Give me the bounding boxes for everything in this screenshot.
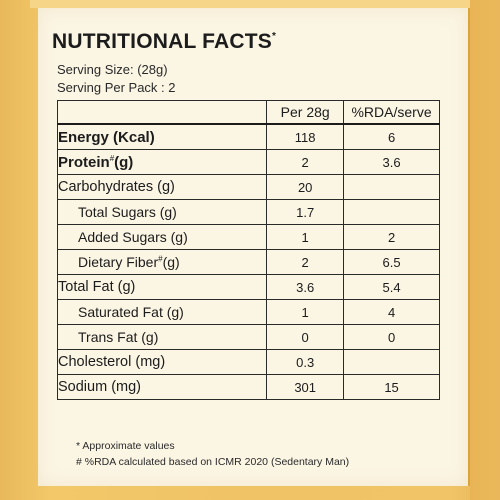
rda-added-sugars: 2: [343, 224, 440, 250]
header-rda: %RDA/serve: [343, 100, 440, 125]
table-row: Added Sugars (g) 1 2: [56, 224, 440, 250]
rda-carbohydrates: [343, 174, 440, 200]
nutrient-dietary-fiber: Dietary Fiber#(g): [56, 249, 268, 275]
header-per-serving: Per 28g: [266, 100, 345, 125]
protein-hash-mark: #: [109, 153, 115, 163]
table-row: Protein#(g) 2 3.6: [56, 149, 440, 175]
table-header-row: Per 28g %RDA/serve: [56, 100, 440, 125]
nutrition-table: Per 28g %RDA/serve Energy (Kcal) 118 6 P…: [56, 100, 440, 400]
rda-energy: 6: [343, 123, 440, 150]
nutrient-saturated-fat: Saturated Fat (g): [56, 299, 268, 325]
value-cholesterol: 0.3: [266, 349, 345, 375]
nutrient-total-sugars: Total Sugars (g): [56, 199, 268, 225]
fiber-hash-mark: #: [158, 254, 163, 264]
nutrient-cholesterol: Cholesterol (mg): [56, 349, 268, 375]
rda-protein: 3.6: [343, 149, 440, 175]
serving-per-pack: Serving Per Pack : 2: [57, 80, 176, 95]
table-row: Energy (Kcal) 118 6: [56, 123, 440, 150]
nutrient-total-fat: Total Fat (g): [56, 274, 268, 300]
nutrition-title: NUTRITIONAL FACTS*: [52, 30, 276, 54]
packaging-edge: [470, 0, 500, 500]
value-carbohydrates: 20: [266, 174, 345, 200]
nutrient-protein-unit: (g): [114, 153, 134, 171]
nutrient-carbohydrates: Carbohydrates (g): [56, 174, 268, 200]
nutrient-trans-fat: Trans Fat (g): [56, 324, 268, 350]
nutrient-dietary-fiber-unit: (g): [162, 254, 180, 270]
value-sodium: 301: [266, 374, 345, 400]
value-energy: 118: [266, 123, 345, 150]
table-row: Dietary Fiber#(g) 2 6.5: [56, 249, 440, 275]
footnote-approx: * Approximate values: [76, 440, 175, 452]
value-saturated-fat: 1: [266, 299, 345, 325]
nutrient-sodium: Sodium (mg): [56, 374, 268, 400]
rda-cholesterol: [343, 349, 440, 375]
footnote-rda: # %RDA calculated based on ICMR 2020 (Se…: [76, 456, 350, 468]
value-total-fat: 3.6: [266, 274, 345, 300]
table-row: Total Fat (g) 3.6 5.4: [56, 274, 440, 300]
nutrient-protein-label: Protein: [58, 153, 110, 171]
nutrient-dietary-fiber-label: Dietary Fiber: [78, 254, 159, 270]
packaging-seal: [30, 0, 470, 8]
rda-dietary-fiber: 6.5: [343, 249, 440, 275]
rda-saturated-fat: 4: [343, 299, 440, 325]
serving-size: Serving Size: (28g): [57, 62, 168, 77]
value-protein: 2: [266, 149, 345, 175]
rda-total-sugars: [343, 199, 440, 225]
table-row: Trans Fat (g) 0 0: [56, 324, 440, 350]
header-nutrient: [56, 100, 268, 125]
value-total-sugars: 1.7: [266, 199, 345, 225]
rda-sodium: 15: [343, 374, 440, 400]
value-dietary-fiber: 2: [266, 249, 345, 275]
table-row: Saturated Fat (g) 1 4: [56, 299, 440, 325]
value-trans-fat: 0: [266, 324, 345, 350]
rda-total-fat: 5.4: [343, 274, 440, 300]
nutrient-protein: Protein#(g): [56, 149, 268, 175]
nutrient-added-sugars: Added Sugars (g): [56, 224, 268, 250]
table-row: Cholesterol (mg) 0.3: [56, 349, 440, 375]
title-asterisk: *: [272, 31, 277, 42]
nutrition-title-text: NUTRITIONAL FACTS: [52, 30, 273, 53]
table-row: Carbohydrates (g) 20: [56, 174, 440, 200]
value-added-sugars: 1: [266, 224, 345, 250]
rda-trans-fat: 0: [343, 324, 440, 350]
table-row: Sodium (mg) 301 15: [56, 374, 440, 400]
nutrient-energy: Energy (Kcal): [56, 123, 268, 150]
table-row: Total Sugars (g) 1.7: [56, 199, 440, 225]
